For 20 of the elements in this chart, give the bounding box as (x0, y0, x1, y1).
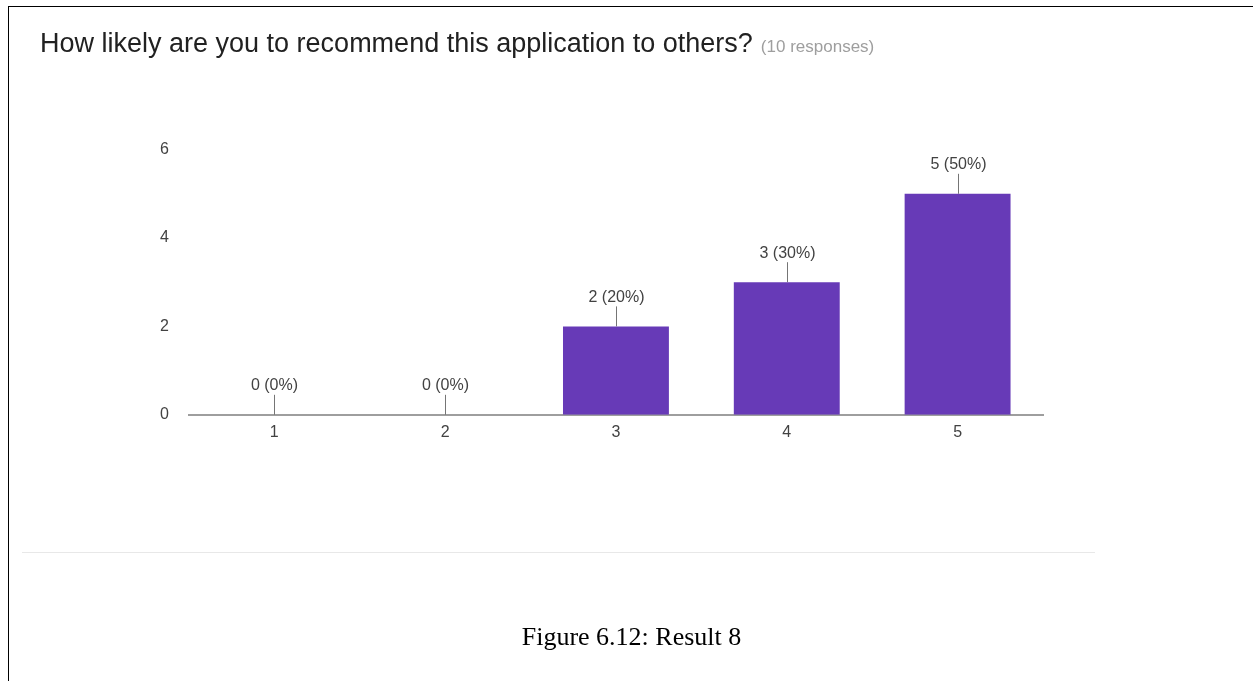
bar (563, 326, 669, 415)
data-label: 5 (50%) (930, 155, 987, 173)
bar (904, 193, 1011, 415)
x-tick-label: 4 (782, 422, 792, 440)
bar (733, 282, 840, 415)
x-tick-label: 5 (953, 422, 963, 440)
chart-title: How likely are you to recommend this application to others? (40, 28, 753, 58)
data-label: 2 (20%) (588, 287, 645, 305)
y-tick-label: 2 (159, 316, 169, 334)
data-label: 3 (30%) (759, 243, 816, 261)
x-tick-label: 3 (611, 422, 621, 440)
x-tick-label: 2 (440, 422, 450, 440)
chart-subtitle: (10 responses) (760, 37, 875, 56)
x-tick-label: 1 (269, 422, 279, 440)
y-tick-label: 0 (159, 405, 169, 423)
data-label: 0 (0%) (250, 376, 299, 394)
caption: Figure 6.12: Result 8 (520, 622, 743, 652)
y-tick-label: 6 (159, 140, 169, 158)
data-label: 0 (0%) (421, 376, 470, 394)
y-tick-label: 4 (159, 228, 169, 246)
